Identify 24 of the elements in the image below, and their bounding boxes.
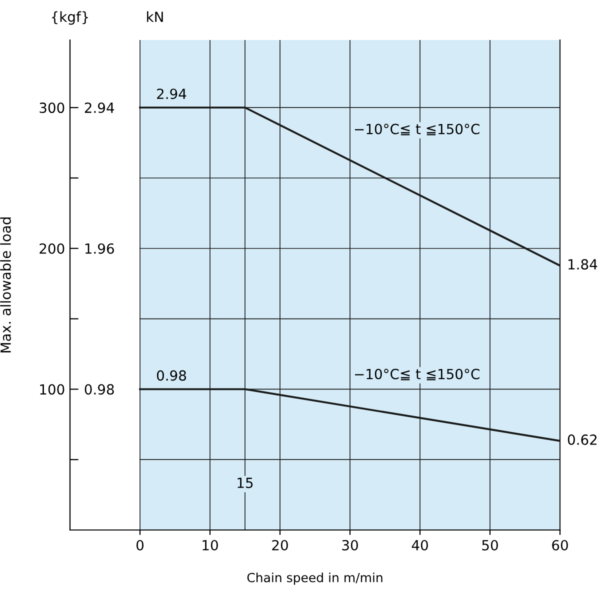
text: {kgf} xyxy=(52,11,88,25)
data-label: 2.94 xyxy=(157,88,186,100)
y-axis-title: Max. allowable load xyxy=(0,218,11,352)
data-label: 0.62 xyxy=(568,434,597,445)
data-label: 0.98 xyxy=(156,370,186,381)
y2-tick-label: 1.96 xyxy=(85,243,114,254)
annotation: −10°C≦ t ≦150°C xyxy=(354,368,480,380)
ref-line-label: 15 xyxy=(238,478,253,488)
x-tick-label: 40 xyxy=(412,540,428,550)
y2-tick-label: 0.98 xyxy=(84,384,114,395)
x-tick-label: 10 xyxy=(202,540,218,550)
y-tick-label: 100 xyxy=(40,384,64,395)
x-tick-label: 50 xyxy=(482,540,498,550)
annotation: −10°C≦ t ≦150°C xyxy=(354,124,480,136)
y-tick-label: 200 xyxy=(40,243,64,254)
x-tick-label: 20 xyxy=(272,540,288,550)
y-tick-label: 300 xyxy=(40,102,64,114)
data-label: 1.84 xyxy=(568,259,598,270)
y2-tick-label: 2.94 xyxy=(84,102,114,114)
x-tick-label: 0 xyxy=(136,540,144,550)
x-axis-title: Chain speed in m/min xyxy=(247,572,382,585)
x-tick-label: 30 xyxy=(342,540,358,550)
x-tick-label: 60 xyxy=(552,540,568,550)
y2-axis-title: kN xyxy=(147,11,163,22)
